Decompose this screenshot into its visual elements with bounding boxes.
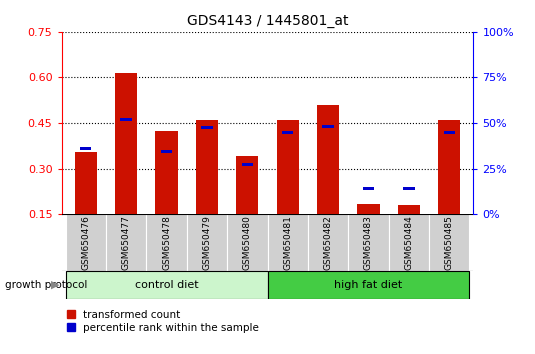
Bar (268, 271, 469, 299)
Text: GSM650480: GSM650480 (243, 215, 252, 270)
Bar (106, 214, 147, 271)
Bar (227, 214, 268, 271)
Bar (282, 131, 293, 134)
Text: GSM650476: GSM650476 (81, 215, 90, 270)
Bar (357, 204, 379, 214)
Bar (429, 214, 469, 271)
Bar (156, 131, 178, 214)
Bar (277, 120, 299, 214)
Legend: transformed count, percentile rank within the sample: transformed count, percentile rank withi… (67, 310, 259, 333)
Text: high fat diet: high fat diet (334, 280, 403, 290)
Bar (196, 120, 218, 214)
Bar (317, 105, 339, 214)
Bar (201, 126, 212, 129)
Title: GDS4143 / 1445801_at: GDS4143 / 1445801_at (187, 14, 348, 28)
Bar (323, 125, 334, 127)
Bar (147, 214, 187, 271)
Bar (308, 214, 348, 271)
Bar (242, 162, 253, 166)
Text: ▶: ▶ (51, 280, 59, 290)
Bar (398, 205, 420, 214)
Text: GSM650481: GSM650481 (283, 215, 292, 270)
Text: GSM650477: GSM650477 (121, 215, 131, 270)
Text: GSM650478: GSM650478 (162, 215, 171, 270)
Bar (348, 214, 388, 271)
Bar (388, 214, 429, 271)
Bar (80, 147, 91, 150)
Text: control diet: control diet (135, 280, 198, 290)
Text: GSM650482: GSM650482 (324, 215, 333, 270)
Bar (66, 271, 268, 299)
Bar (187, 214, 227, 271)
Bar (236, 156, 258, 214)
Bar (115, 73, 137, 214)
Text: GSM650485: GSM650485 (445, 215, 454, 270)
Text: growth protocol: growth protocol (5, 280, 88, 290)
Text: GSM650484: GSM650484 (404, 215, 414, 270)
Bar (403, 187, 415, 190)
Bar (161, 150, 172, 153)
Bar (444, 131, 455, 134)
Text: GSM650483: GSM650483 (364, 215, 373, 270)
Bar (268, 214, 308, 271)
Bar (120, 119, 132, 121)
Bar (66, 214, 106, 271)
Text: GSM650479: GSM650479 (202, 215, 211, 270)
Bar (438, 120, 460, 214)
Bar (75, 152, 97, 214)
Bar (363, 187, 374, 190)
